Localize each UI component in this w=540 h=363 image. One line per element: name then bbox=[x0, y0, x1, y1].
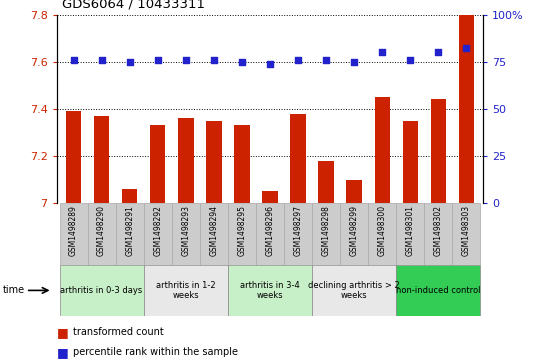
Text: ■: ■ bbox=[57, 326, 69, 339]
Bar bbox=[256, 203, 284, 265]
Text: declining arthritis > 2
weeks: declining arthritis > 2 weeks bbox=[308, 281, 400, 300]
Bar bbox=[228, 265, 312, 316]
Bar bbox=[284, 203, 312, 265]
Bar bbox=[87, 203, 116, 265]
Bar bbox=[122, 189, 137, 203]
Bar bbox=[375, 97, 390, 203]
Bar bbox=[291, 114, 306, 203]
Text: arthritis in 1-2
weeks: arthritis in 1-2 weeks bbox=[156, 281, 215, 300]
Bar bbox=[262, 192, 278, 203]
Bar bbox=[144, 265, 228, 316]
Text: GDS6064 / 10433311: GDS6064 / 10433311 bbox=[62, 0, 205, 11]
Text: GSM1498302: GSM1498302 bbox=[434, 205, 443, 256]
Bar bbox=[59, 265, 144, 316]
Text: GSM1498291: GSM1498291 bbox=[125, 205, 134, 256]
Text: GSM1498303: GSM1498303 bbox=[462, 205, 471, 256]
Bar bbox=[340, 203, 368, 265]
Point bbox=[69, 57, 78, 63]
Bar bbox=[424, 203, 453, 265]
Text: transformed count: transformed count bbox=[73, 327, 164, 337]
Bar bbox=[94, 116, 109, 203]
Bar bbox=[144, 203, 172, 265]
Bar bbox=[59, 203, 87, 265]
Text: GSM1498293: GSM1498293 bbox=[181, 205, 190, 256]
Bar bbox=[368, 203, 396, 265]
Text: GSM1498299: GSM1498299 bbox=[350, 205, 359, 256]
Bar bbox=[312, 265, 396, 316]
Text: GSM1498294: GSM1498294 bbox=[210, 205, 218, 256]
Bar bbox=[116, 203, 144, 265]
Point bbox=[378, 49, 387, 55]
Bar bbox=[396, 265, 481, 316]
Text: non-induced control: non-induced control bbox=[396, 286, 481, 295]
Bar bbox=[403, 121, 418, 203]
Bar bbox=[206, 121, 221, 203]
Text: arthritis in 3-4
weeks: arthritis in 3-4 weeks bbox=[240, 281, 300, 300]
Bar bbox=[453, 203, 481, 265]
Point bbox=[210, 57, 218, 63]
Bar bbox=[178, 118, 193, 203]
Text: GSM1498296: GSM1498296 bbox=[266, 205, 274, 256]
Point bbox=[238, 59, 246, 65]
Bar bbox=[234, 126, 249, 203]
Point bbox=[434, 49, 443, 55]
Point bbox=[153, 57, 162, 63]
Bar bbox=[312, 203, 340, 265]
Text: GSM1498297: GSM1498297 bbox=[294, 205, 302, 256]
Bar bbox=[459, 15, 474, 203]
Bar bbox=[172, 203, 200, 265]
Bar bbox=[200, 203, 228, 265]
Text: GSM1498301: GSM1498301 bbox=[406, 205, 415, 256]
Point bbox=[125, 59, 134, 65]
Bar bbox=[150, 126, 165, 203]
Text: GSM1498300: GSM1498300 bbox=[378, 205, 387, 256]
Text: arthritis in 0-3 days: arthritis in 0-3 days bbox=[60, 286, 143, 295]
Point bbox=[181, 57, 190, 63]
Text: GSM1498290: GSM1498290 bbox=[97, 205, 106, 256]
Text: percentile rank within the sample: percentile rank within the sample bbox=[73, 347, 238, 357]
Point bbox=[350, 59, 359, 65]
Point bbox=[294, 57, 302, 63]
Bar bbox=[319, 161, 334, 203]
Point bbox=[266, 61, 274, 66]
Text: time: time bbox=[3, 285, 25, 295]
Bar bbox=[228, 203, 256, 265]
Text: ■: ■ bbox=[57, 346, 69, 359]
Text: GSM1498292: GSM1498292 bbox=[153, 205, 162, 256]
Bar bbox=[66, 111, 81, 203]
Bar bbox=[431, 99, 446, 203]
Point bbox=[322, 57, 330, 63]
Point bbox=[462, 46, 471, 52]
Text: GSM1498289: GSM1498289 bbox=[69, 205, 78, 256]
Text: GSM1498298: GSM1498298 bbox=[322, 205, 330, 256]
Point bbox=[97, 57, 106, 63]
Text: GSM1498295: GSM1498295 bbox=[238, 205, 246, 256]
Bar bbox=[396, 203, 424, 265]
Bar bbox=[347, 180, 362, 203]
Point bbox=[406, 57, 415, 63]
